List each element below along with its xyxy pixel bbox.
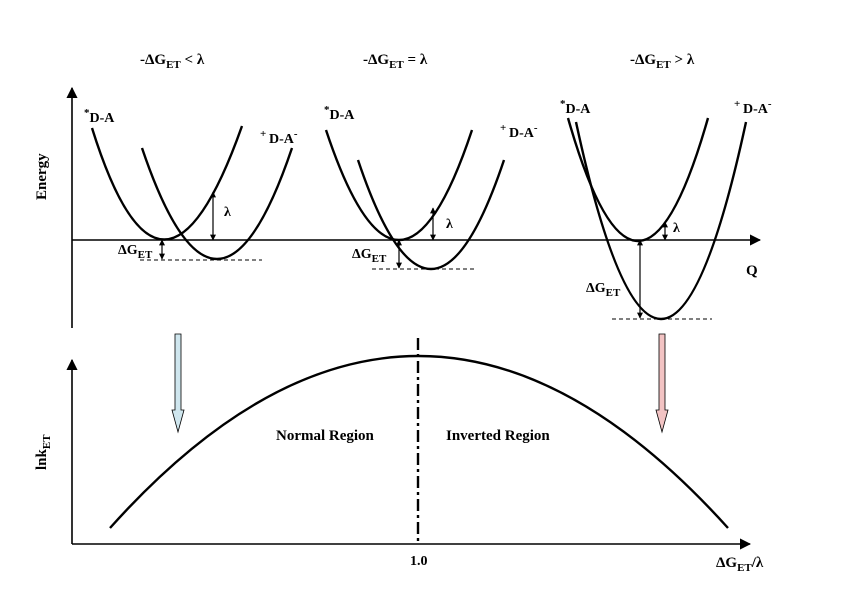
- lnk-axis-label: lnkET: [34, 434, 53, 470]
- condition-title-1: -ΔGET < λ: [140, 52, 205, 71]
- inverted-region-arrow: [655, 333, 669, 434]
- x-tick-label: 1.0: [410, 554, 428, 569]
- q-axis-label: Q: [746, 263, 758, 279]
- condition-title-2: -ΔGET = λ: [363, 52, 428, 71]
- inverted-region-label: Inverted Region: [446, 428, 550, 444]
- normal-region-arrow: [171, 333, 185, 434]
- product-label-2: + D-A-: [500, 122, 538, 141]
- delta-g-label-3: ΔGET: [586, 281, 621, 299]
- normal-region-label: Normal Region: [276, 428, 375, 444]
- reactant-label-3: *D-A: [560, 98, 591, 117]
- condition-title-3: -ΔGET > λ: [630, 52, 695, 71]
- delta-g-label-1: ΔGET: [118, 243, 153, 261]
- energy-axis-label: Energy: [34, 153, 50, 200]
- lambda-label-3: λ: [673, 221, 680, 236]
- reactant-label-2: *D-A: [324, 104, 355, 123]
- product-curve-1: [140, 147, 294, 261]
- product-label-3: + D-A-: [734, 98, 772, 117]
- delta-g-over-lambda-label: ΔGET/λ: [716, 555, 764, 574]
- delta-g-label-2: ΔGET: [352, 247, 387, 265]
- reactant-label-1: *D-A: [84, 107, 115, 126]
- lambda-label-2: λ: [446, 217, 453, 232]
- product-label-1: + D-A-: [260, 128, 298, 147]
- lambda-label-1: λ: [224, 205, 231, 220]
- reactant-curve-1: [90, 125, 244, 241]
